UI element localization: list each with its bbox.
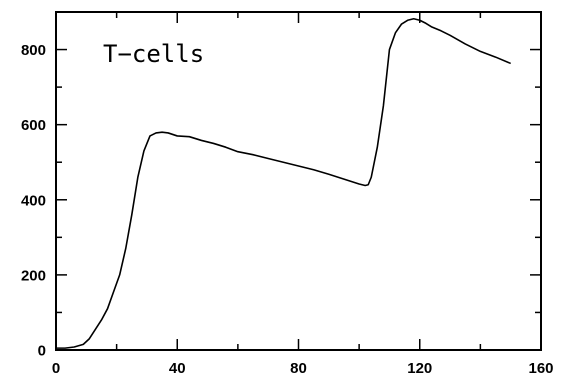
y-tick-label: 400 — [21, 192, 46, 209]
t-cells-series-line — [56, 17, 512, 349]
y-tick-label: 800 — [21, 42, 46, 59]
x-tick-label: 0 — [52, 360, 60, 377]
plot-frame — [55, 11, 542, 351]
y-tick-label: 200 — [21, 267, 46, 284]
x-tick-label: 40 — [169, 360, 186, 377]
y-tick-label: 600 — [21, 117, 46, 134]
x-tick-label: 160 — [528, 360, 553, 377]
x-tick-label: 120 — [407, 360, 432, 377]
y-tick-label: 0 — [38, 343, 46, 360]
x-tick-label: 80 — [290, 360, 307, 377]
tick-labels: 0 40 80 120 160 0 200 400 600 800 — [21, 42, 554, 377]
series-annotation: T−cells — [103, 40, 204, 68]
